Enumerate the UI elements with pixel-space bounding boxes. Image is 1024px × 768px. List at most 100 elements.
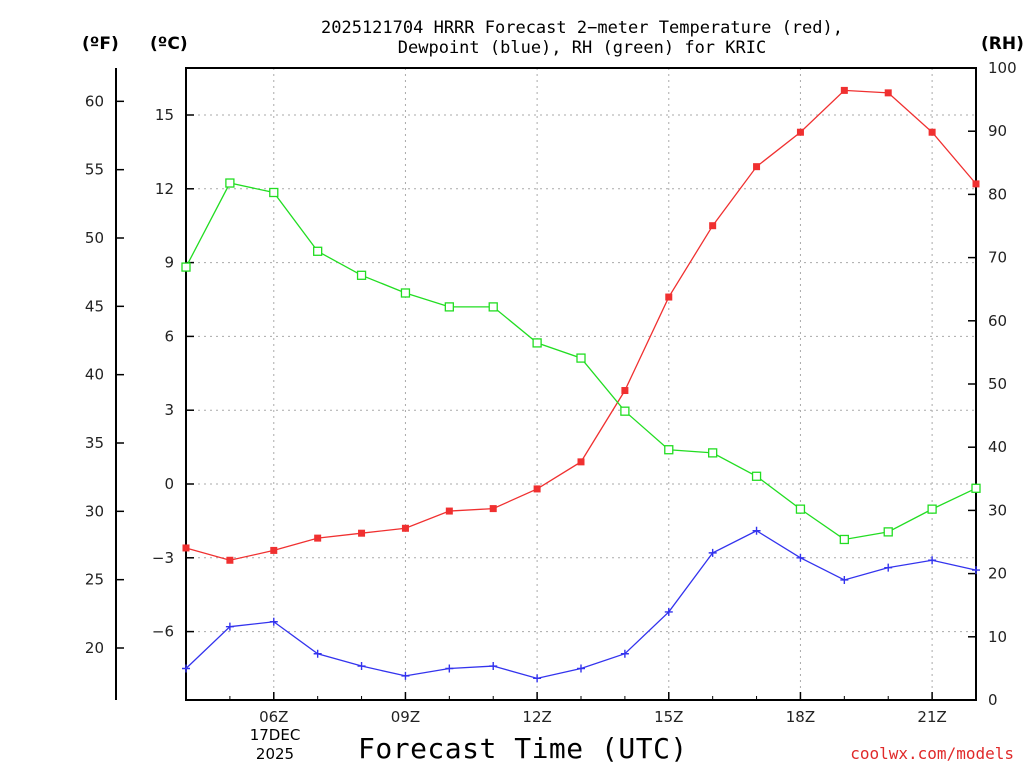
rh-point (664, 445, 674, 455)
dewpoint-point (840, 575, 849, 584)
fahrenheit-tick-label: 45 (85, 297, 104, 315)
dewpoint-point (401, 671, 410, 680)
plot-frame (185, 67, 977, 701)
rh-point (883, 527, 893, 537)
rh-tick-label: 10 (988, 628, 1007, 646)
rh-tick-label: 30 (988, 501, 1007, 519)
fahrenheit-tick-label: 25 (85, 571, 104, 589)
watermark-link[interactable]: coolwx.com/models (850, 744, 1014, 763)
celsius-tick-label: 12 (155, 180, 174, 198)
dewpoint-point (533, 674, 542, 683)
temperature-point (753, 163, 761, 171)
chart-title-line-1: 2025121704 HRRR Forecast 2−meter Tempera… (321, 18, 843, 38)
x-axis-date: 17DEC (249, 726, 301, 744)
rh-point (795, 504, 806, 514)
fahrenheit-tick-label: 50 (85, 229, 104, 247)
series-layer (181, 86, 981, 683)
dewpoint-point (357, 662, 366, 671)
fahrenheit-tick-label: 35 (85, 434, 104, 452)
rh-point (313, 246, 323, 256)
celsius-tick-label: 6 (164, 327, 174, 345)
rh-tick-label: 100 (988, 59, 1017, 77)
fahrenheit-tick-label: 40 (85, 366, 104, 384)
rh-point (839, 534, 849, 545)
celsius-tick-label: 3 (164, 401, 174, 419)
temperature-point (401, 524, 409, 532)
rh-tick-label: 60 (988, 312, 1007, 330)
temperature-point (884, 89, 892, 97)
rh-point (269, 187, 279, 198)
celsius-tick-label: −6 (152, 623, 174, 641)
dewpoint-point (884, 563, 893, 572)
dewpoint-point (620, 649, 629, 658)
dewpoint-point (445, 664, 454, 673)
celsius-tick-label: 9 (164, 254, 174, 272)
grid-layer (186, 68, 976, 700)
celsius-tick-label: 0 (164, 475, 174, 493)
rh-tick-label: 50 (988, 375, 1007, 393)
celsius-tick-label: 15 (155, 106, 174, 124)
temperature-point (928, 128, 936, 136)
dewpoint-point (225, 622, 234, 631)
dewpoint-point (796, 553, 805, 562)
rh-point (225, 178, 235, 188)
dewpoint-point (752, 526, 761, 535)
rh-point (576, 353, 586, 363)
rh-tick-label: 70 (988, 249, 1007, 267)
rh-point (400, 288, 411, 298)
temperature-point (840, 86, 848, 94)
dewpoint-point (664, 607, 673, 616)
rh-point (927, 504, 937, 514)
rh-point (620, 406, 630, 416)
temperature-point (314, 534, 322, 542)
celsius-tick-label: −3 (152, 549, 174, 567)
x-axis-title: Forecast Time (UTC) (358, 732, 688, 765)
rh-point (488, 302, 498, 312)
rh-point (444, 302, 454, 312)
rh-tick-label: 90 (988, 122, 1007, 140)
rh-tick-label: 20 (988, 565, 1007, 583)
temperature-point (972, 180, 980, 188)
fahrenheit-axis-label: (ºF) (82, 34, 119, 54)
x-axis-year: 2025 (255, 745, 295, 763)
temperature-point (665, 293, 673, 301)
rh-tick-label: 80 (988, 185, 1007, 203)
x-tick-label: 12Z (522, 708, 551, 726)
temperature-point (226, 556, 234, 564)
celsius-axis-label: (ºC) (150, 34, 188, 54)
rh-point (356, 270, 367, 280)
fahrenheit-tick-label: 60 (85, 92, 104, 110)
temperature-point (445, 507, 453, 515)
rh-tick-label: 0 (988, 691, 998, 709)
temperature-point (270, 546, 278, 554)
fahrenheit-tick-label: 55 (85, 161, 104, 179)
rh-point (532, 338, 542, 348)
rh-point (971, 483, 981, 493)
chart-title-line-2: Dewpoint (blue), RH (green) for KRIC (397, 38, 767, 58)
x-tick-label: 06Z (259, 708, 288, 726)
temperature-point (489, 505, 497, 513)
fahrenheit-tick-label: 20 (85, 639, 104, 657)
rh-point (751, 471, 762, 481)
temperature-point (182, 544, 190, 552)
axes-layer: 15129630−3−66055504540353025201009080706… (85, 59, 1017, 726)
temperature-point (533, 485, 541, 493)
dewpoint-line (185, 529, 977, 680)
temperature-point (709, 222, 717, 230)
x-tick-label: 09Z (391, 708, 420, 726)
dewpoint-point (928, 556, 937, 565)
rh-axis-label: (RH) (981, 34, 1024, 54)
x-tick-label: 18Z (786, 708, 815, 726)
rh-tick-label: 40 (988, 438, 1007, 456)
x-tick-label: 15Z (654, 708, 683, 726)
temperature-point (577, 458, 585, 466)
rh-point (708, 448, 718, 458)
fahrenheit-tick-label: 30 (85, 502, 104, 520)
temperature-point (621, 387, 629, 395)
temperature-point (796, 128, 804, 136)
dewpoint-point (972, 566, 980, 575)
dewpoint-point (269, 617, 278, 626)
dewpoint-point (182, 664, 190, 673)
dewpoint-point (577, 664, 585, 673)
